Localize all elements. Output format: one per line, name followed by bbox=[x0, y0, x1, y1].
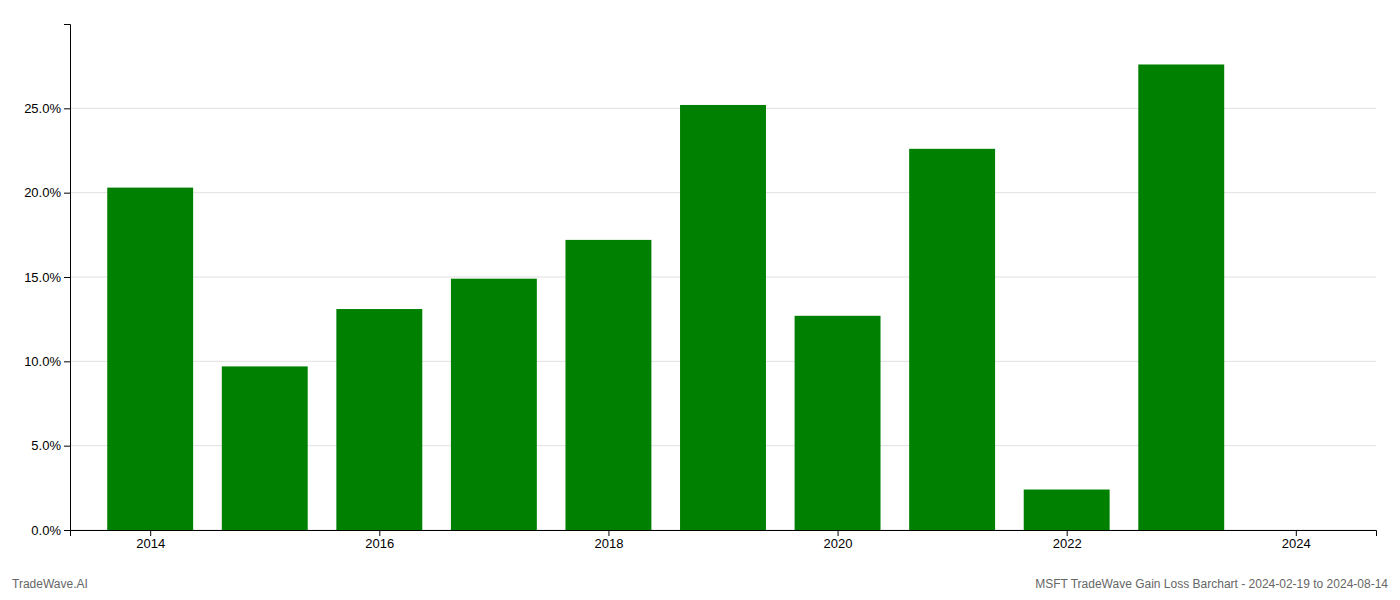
plot-area: 0.0% 5.0% 10.0% 15.0% 20.0% 25.0% 2014 2016 2018… bbox=[24, 25, 1376, 552]
x-tick-label: 2014 bbox=[136, 536, 165, 551]
bar bbox=[565, 240, 651, 530]
y-tick-label: 15.0% bbox=[24, 270, 61, 285]
y-tick: 0.0% bbox=[31, 523, 70, 538]
bar bbox=[222, 366, 308, 530]
x-axis: 2014 2016 2018 2020 2022 2024 bbox=[71, 530, 1377, 551]
x-tick-mark bbox=[1067, 530, 1068, 536]
bar bbox=[680, 105, 766, 530]
x-tick-mark bbox=[608, 530, 609, 536]
x-tick-label: 2022 bbox=[1053, 536, 1082, 551]
y-tick-mark bbox=[64, 530, 70, 531]
y-tick-label: 20.0% bbox=[24, 185, 61, 200]
y-tick: 25.0% bbox=[24, 101, 70, 116]
bar bbox=[451, 279, 537, 530]
x-tick-mark bbox=[1296, 530, 1297, 536]
y-tick: 15.0% bbox=[24, 270, 70, 285]
y-tick-mark bbox=[64, 446, 70, 447]
y-axis: 0.0% 5.0% 10.0% 15.0% 20.0% 25.0% bbox=[24, 25, 70, 538]
x-tick-mark bbox=[379, 530, 380, 536]
bar bbox=[795, 316, 881, 530]
x-tick-label: 2024 bbox=[1282, 536, 1311, 551]
bar bbox=[336, 309, 422, 530]
bar bbox=[1024, 490, 1110, 530]
annotation: MSFT TradeWave Gain Loss Barchart - 2024… bbox=[1035, 577, 1388, 591]
x-tick: 2014 bbox=[136, 530, 165, 551]
x-axis-line bbox=[71, 531, 1377, 537]
chart-container: 0.0% 5.0% 10.0% 15.0% 20.0% 25.0% 2014 2016 2018… bbox=[0, 0, 1400, 600]
y-axis-line bbox=[64, 25, 71, 531]
x-tick-label: 2020 bbox=[824, 536, 853, 551]
y-tick-label: 5.0% bbox=[31, 438, 61, 453]
annotation: TradeWave.AI bbox=[12, 577, 88, 591]
y-tick-label: 0.0% bbox=[31, 523, 61, 538]
y-tick-label: 10.0% bbox=[24, 354, 61, 369]
y-tick: 20.0% bbox=[24, 185, 70, 200]
bar bbox=[1138, 64, 1224, 530]
x-tick: 2020 bbox=[824, 530, 853, 551]
y-tick-mark bbox=[64, 193, 70, 194]
y-tick-mark bbox=[64, 108, 70, 109]
footer: TradeWave.AI MSFT TradeWave Gain Loss Bar… bbox=[12, 577, 1388, 591]
bar bbox=[107, 188, 193, 530]
y-tick: 5.0% bbox=[31, 438, 70, 453]
x-tick-mark bbox=[150, 530, 151, 536]
x-tick: 2022 bbox=[1053, 530, 1082, 551]
chart-svg: 0.0% 5.0% 10.0% 15.0% 20.0% 25.0% 2014 2016 2018… bbox=[0, 0, 1400, 600]
y-tick-mark bbox=[64, 361, 70, 362]
x-tick-label: 2018 bbox=[594, 536, 623, 551]
y-tick-mark bbox=[64, 277, 70, 278]
x-tick-mark bbox=[838, 530, 839, 536]
x-tick: 2018 bbox=[594, 530, 623, 551]
y-tick: 10.0% bbox=[24, 354, 70, 369]
bars bbox=[107, 64, 1224, 530]
x-tick: 2024 bbox=[1282, 530, 1311, 551]
bar bbox=[909, 149, 995, 530]
x-tick-label: 2016 bbox=[365, 536, 394, 551]
x-tick: 2016 bbox=[365, 530, 394, 551]
y-tick-label: 25.0% bbox=[24, 101, 61, 116]
